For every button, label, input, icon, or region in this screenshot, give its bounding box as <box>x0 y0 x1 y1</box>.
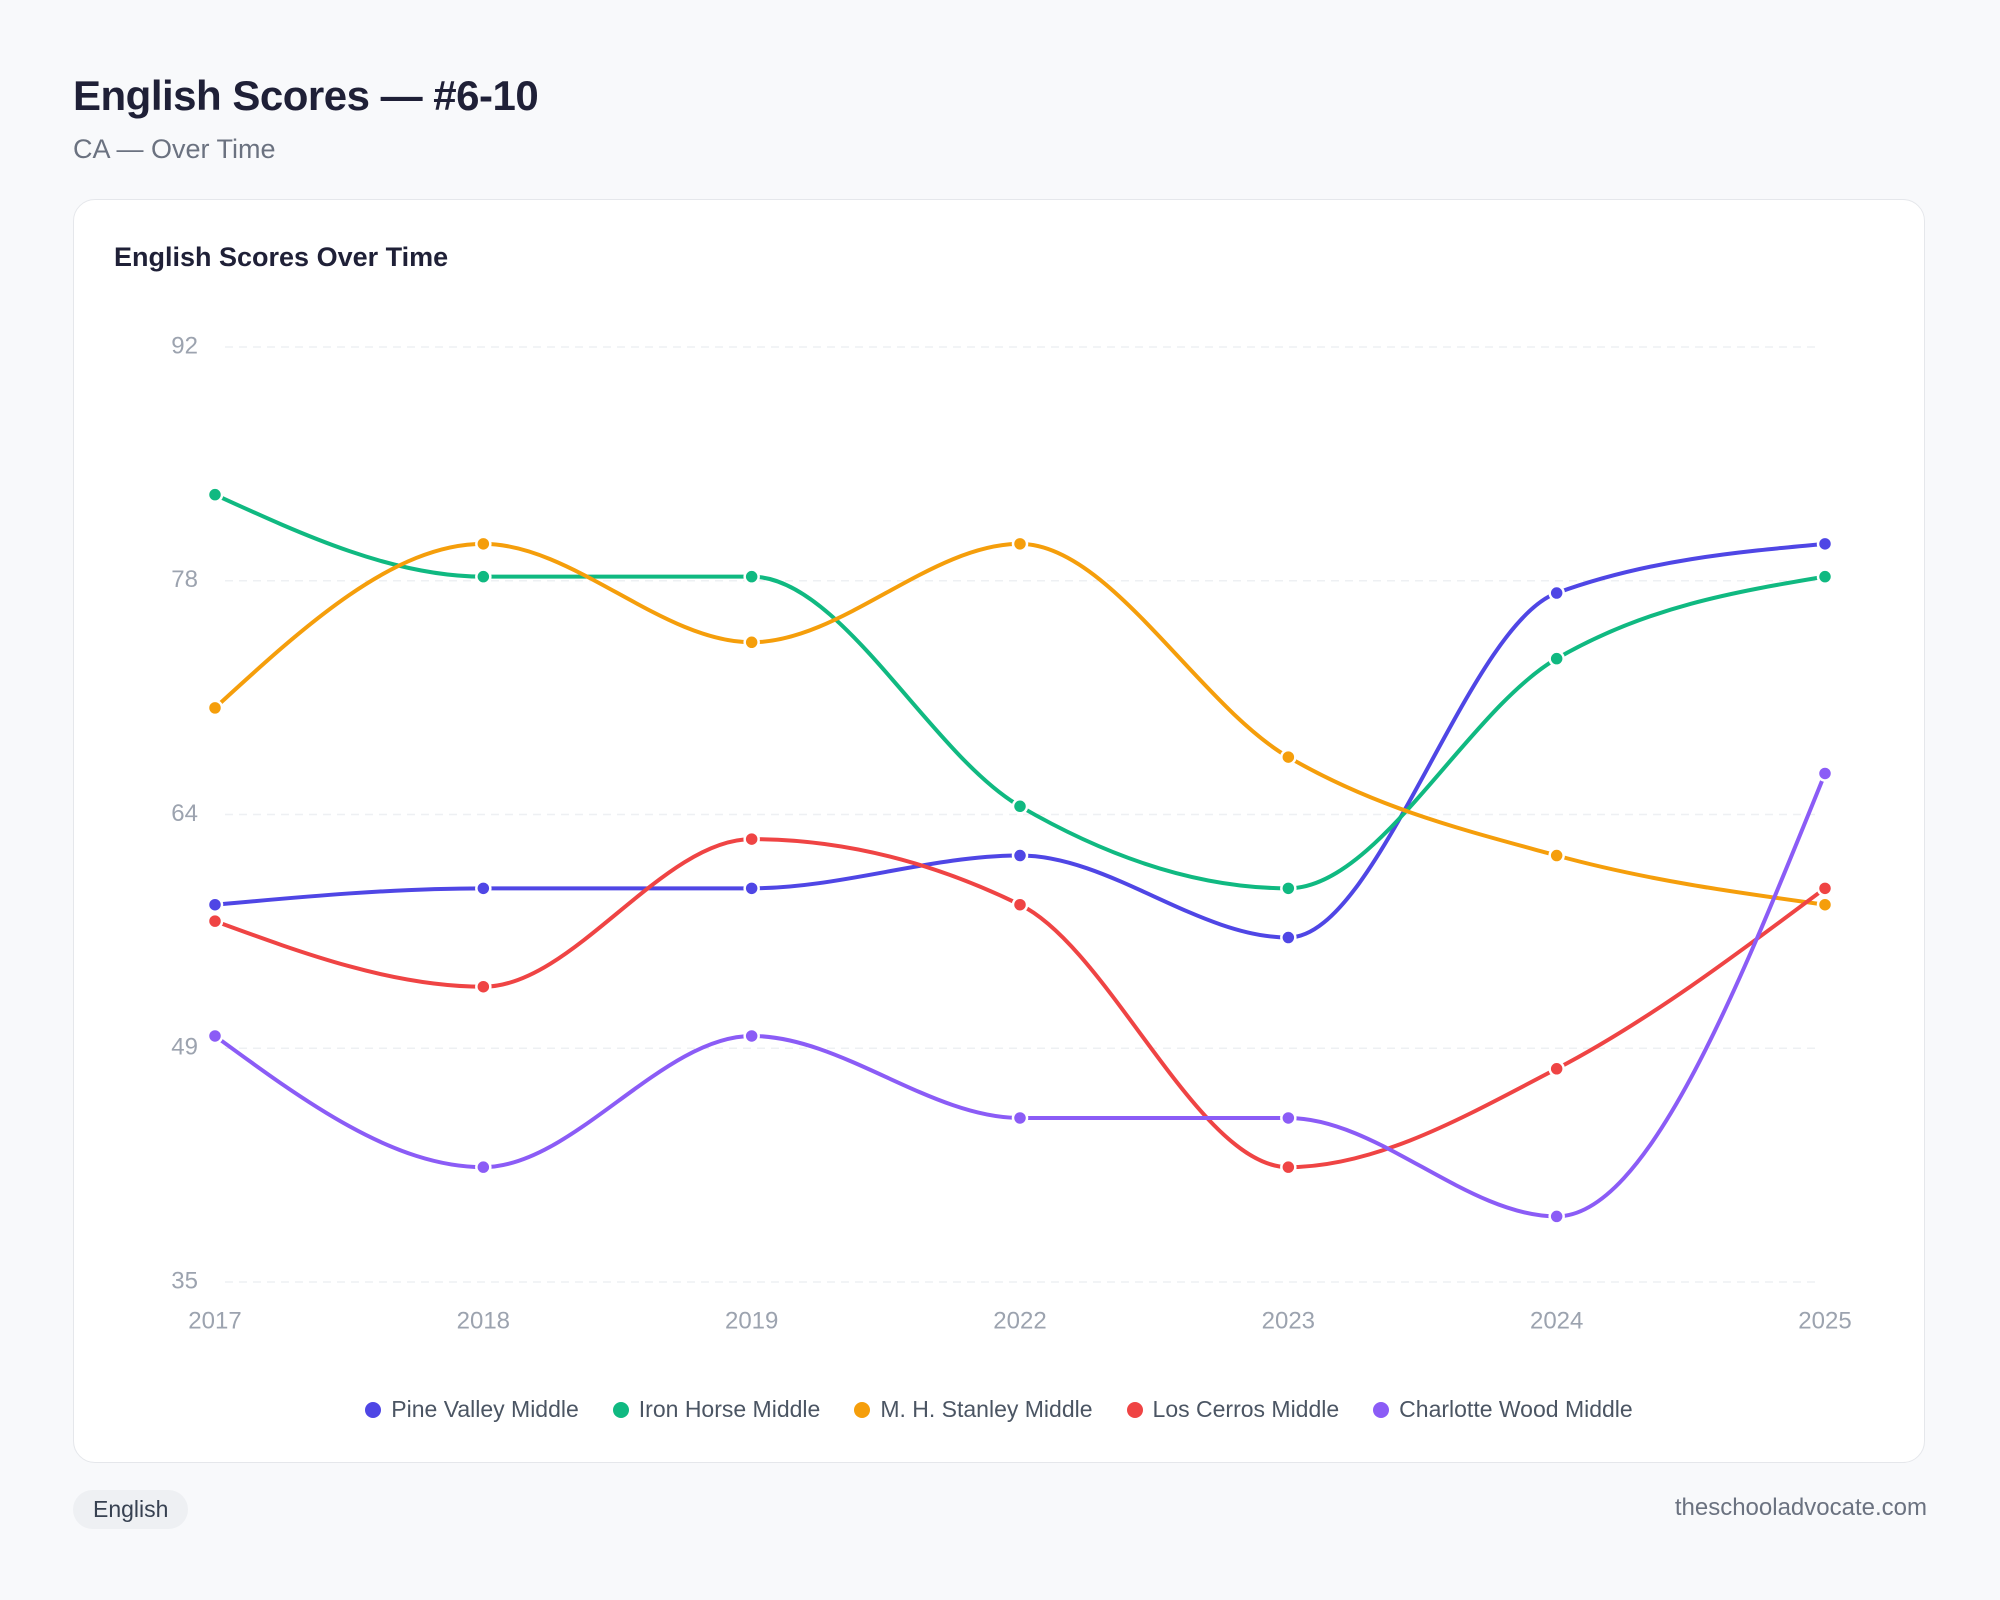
x-tick-label: 2023 <box>1262 1307 1315 1334</box>
source: theschooladvocate.com <box>1674 1494 1927 1521</box>
chart-card <box>73 199 1925 1463</box>
x-tick-label: 2017 <box>188 1307 241 1334</box>
data-point <box>206 699 224 717</box>
y-tick-label: 64 <box>171 800 198 827</box>
y-tick-label: 49 <box>171 1034 198 1061</box>
legend-swatch <box>612 1401 629 1418</box>
data-point <box>1011 847 1029 864</box>
data-point <box>1816 880 1834 897</box>
data-point <box>743 634 760 651</box>
data-point <box>1548 847 1565 864</box>
data-point <box>475 568 492 585</box>
subject-tag: English <box>73 1490 189 1529</box>
legend-item[interactable]: M. H. Stanley Middle <box>854 1396 1093 1423</box>
data-point <box>1548 1060 1565 1078</box>
data-point <box>1011 798 1029 815</box>
x-tick-label: 2018 <box>457 1307 510 1334</box>
data-point <box>1548 1208 1565 1225</box>
legend-item[interactable]: Charlotte Wood Middle <box>1373 1396 1633 1423</box>
x-tick-label: 2024 <box>1530 1307 1583 1334</box>
x-tick-label: 2019 <box>725 1307 778 1334</box>
page-subtitle: CA — Over Time <box>73 134 276 164</box>
data-point <box>475 978 492 995</box>
data-point <box>1548 584 1565 602</box>
data-point <box>206 912 224 930</box>
data-point <box>1816 896 1834 913</box>
legend-swatch <box>1126 1401 1143 1418</box>
chart-title: English Scores Over Time <box>114 242 449 272</box>
legend-label: Iron Horse Middle <box>638 1396 821 1422</box>
data-point <box>1280 1109 1297 1127</box>
data-point <box>1011 535 1029 553</box>
data-point <box>1280 880 1297 897</box>
legend-item[interactable]: Iron Horse Middle <box>612 1396 821 1423</box>
series-line <box>213 541 1827 940</box>
data-point <box>1280 1158 1297 1176</box>
y-tick-label: 35 <box>171 1267 198 1294</box>
x-tick-label: 2025 <box>1798 1307 1851 1334</box>
series-line <box>213 771 1827 1219</box>
legend-swatch <box>365 1401 382 1418</box>
data-point <box>1280 748 1297 766</box>
data-point <box>206 896 224 913</box>
data-point <box>475 1158 492 1176</box>
data-point <box>1816 568 1834 585</box>
legend-item[interactable]: Los Cerros Middle <box>1126 1396 1340 1423</box>
data-point <box>1280 929 1297 946</box>
y-tick-label: 92 <box>171 332 198 359</box>
data-point <box>743 830 760 848</box>
data-point <box>1011 896 1029 913</box>
series-line <box>213 492 1827 891</box>
page-title: English Scores — #6-10 <box>73 72 539 119</box>
legend-swatch <box>1373 1401 1390 1418</box>
legend-label: M. H. Stanley Middle <box>880 1396 1093 1422</box>
data-point <box>743 568 760 585</box>
legend-label: Pine Valley Middle <box>391 1396 579 1422</box>
data-point <box>206 1027 224 1045</box>
data-point <box>1816 765 1834 782</box>
legend-swatch <box>854 1401 871 1418</box>
x-tick-label: 2022 <box>993 1307 1046 1334</box>
data-point <box>1548 650 1565 667</box>
data-point <box>1816 535 1834 553</box>
y-tick-label: 78 <box>171 566 198 593</box>
legend-label: Los Cerros Middle <box>1152 1396 1340 1422</box>
legend: Pine Valley Middle Iron Horse Middle M. H.… <box>73 1396 1925 1423</box>
data-point <box>1011 1109 1029 1127</box>
legend-item[interactable]: Pine Valley Middle <box>365 1396 579 1423</box>
data-point <box>743 880 760 897</box>
data-point <box>475 535 492 553</box>
data-point <box>206 486 224 503</box>
data-point <box>743 1027 760 1045</box>
legend-label: Charlotte Wood Middle <box>1399 1396 1633 1422</box>
data-point <box>475 880 492 897</box>
